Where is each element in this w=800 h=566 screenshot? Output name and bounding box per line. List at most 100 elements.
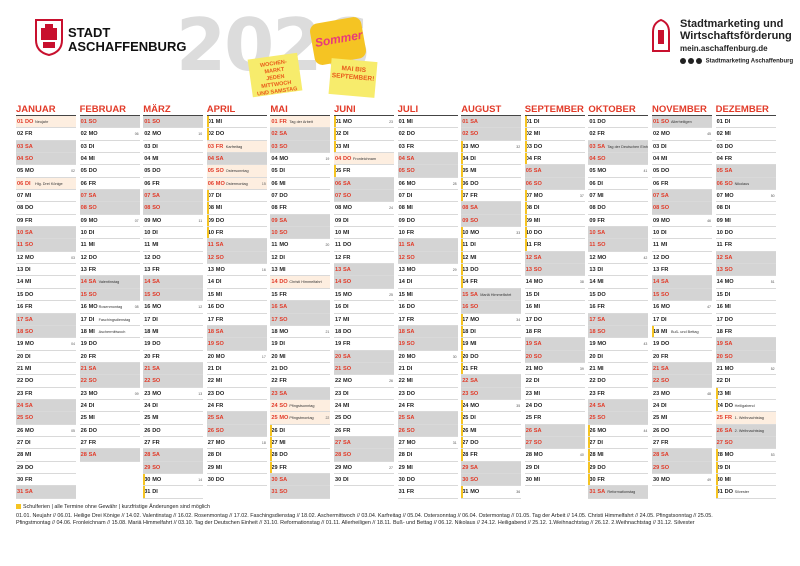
day-cell[interactable]: 31 SO [270,486,331,499]
day-cell[interactable]: 20 SO [524,350,585,363]
day-cell[interactable]: 24 FR [206,400,267,413]
day-cell[interactable]: 08 SO [652,202,712,215]
day-cell[interactable]: 18 SA [206,325,267,339]
day-cell[interactable]: 23 MI [524,388,585,400]
day-cell[interactable]: 20 FR [143,351,204,363]
day-cell[interactable]: 17 FR [206,314,267,326]
day-cell[interactable]: 05 SO [397,165,458,178]
day-cell[interactable]: 27 SA [334,436,394,450]
day-cell[interactable]: 14 MO 51 [715,276,776,289]
day-cell[interactable]: 26 FR [334,425,394,437]
day-cell[interactable]: 16 MO 47 [652,301,712,314]
day-cell[interactable]: 04 FR [715,153,776,166]
day-cell[interactable]: 05 SA [524,165,585,178]
day-cell[interactable]: 10 DI [652,227,712,240]
day-cell[interactable]: 16 SO [461,301,522,314]
day-cell[interactable]: 23 MO 48 [652,388,712,400]
day-cell[interactable]: 31 SA [16,486,76,499]
day-cell[interactable]: 15 DO [16,289,76,302]
day-cell[interactable]: 21 MI [588,363,649,376]
day-cell[interactable]: 05 FR [334,165,394,178]
day-cell[interactable]: 11 DO [334,239,394,252]
day-cell[interactable]: 11 SA [397,239,458,252]
day-cell[interactable]: 24 DI [652,400,712,413]
day-cell[interactable]: 22 MO 26 [334,375,394,388]
day-cell[interactable]: 19 SA [715,338,776,351]
day-cell[interactable]: 17 DO [715,314,776,326]
day-cell[interactable]: 16 DO [206,301,267,314]
day-cell[interactable]: 09 MO 07 [79,215,140,228]
day-cell[interactable]: 29 DO [16,462,76,474]
day-cell[interactable]: 29 DO [588,461,649,474]
day-cell[interactable]: 18 MI Buß- und Bettag [652,325,712,339]
day-cell[interactable]: 07 DI [397,190,458,203]
day-cell[interactable]: 13 SO [524,264,585,277]
day-cell[interactable]: 09 MI [524,214,585,228]
day-cell[interactable]: 17 MO 34 [461,313,522,326]
day-cell[interactable]: 30 FR [588,473,649,487]
day-cell[interactable]: 17 SO [270,313,331,326]
day-cell[interactable]: 28 DO [270,449,331,462]
day-cell[interactable]: 02 FR [588,128,649,141]
day-cell[interactable]: 13 MO 16 [206,264,267,277]
day-cell[interactable]: 16 MO 12 [143,301,204,314]
day-cell[interactable]: 22 MI [397,375,458,388]
day-cell[interactable]: 08 SO [79,202,140,215]
day-cell[interactable]: 27 SO [715,436,776,450]
day-cell[interactable]: 07 SA [652,190,712,203]
day-cell[interactable]: 20 MO 17 [206,351,267,363]
day-cell[interactable]: 29 DI [715,461,776,474]
day-cell[interactable]: 04 FR [524,153,585,166]
day-cell[interactable]: 03 MI [334,140,394,154]
day-cell[interactable]: 31 FR [397,486,458,499]
day-cell[interactable]: 17 DO [524,314,585,326]
day-cell[interactable]: 03 DO [524,140,585,154]
day-cell[interactable]: 11 SO [16,239,76,252]
day-cell[interactable]: 15 SO [143,288,204,302]
day-cell[interactable]: 30 MI [715,473,776,487]
day-cell[interactable]: 22 SA [461,375,522,388]
day-cell[interactable]: 19 DO [143,338,204,351]
day-cell[interactable]: 25 MOPfingstmontag 22 [270,412,331,425]
day-cell[interactable]: 28 MO 53 [715,449,776,462]
day-cell[interactable]: 21 MO 39 [524,363,585,376]
day-cell[interactable]: 01 MI [397,116,458,129]
day-cell[interactable]: 03 FR Karfreitag [206,140,267,154]
day-cell[interactable]: 26 DO [652,425,712,437]
day-cell[interactable]: 17 DI [652,314,712,326]
day-cell[interactable]: 27 SO [524,436,585,450]
day-cell[interactable]: 10 SA [588,227,649,240]
day-cell[interactable]: 10 DI [79,227,140,240]
day-cell[interactable]: 04 SO [16,153,76,166]
day-cell[interactable]: 19 DI [270,338,331,351]
day-cell[interactable]: 29 DI [524,462,585,474]
day-cell[interactable]: 24 MI [334,400,394,413]
day-cell[interactable]: 10 MI [334,227,394,240]
day-cell[interactable]: 25 MI [143,412,204,425]
day-cell[interactable]: 14 MO 38 [524,276,585,289]
day-cell[interactable]: 07 DI [206,190,267,203]
day-cell[interactable]: 29 MI [206,462,267,474]
day-cell[interactable]: 04 SO [588,153,649,166]
day-cell[interactable]: 19 SO [397,338,458,351]
day-cell[interactable]: 02 MO 06 [79,128,140,141]
day-cell[interactable]: 04 MO 19 [270,153,331,166]
day-cell[interactable]: 12 SA [715,251,776,265]
day-cell[interactable]: 26 SA [524,424,585,437]
day-cell[interactable]: 08 DO [588,202,649,215]
day-cell[interactable]: 23 DI [334,388,394,400]
day-cell[interactable]: 20 DI [588,351,649,363]
day-cell[interactable]: 31 MO 36 [461,486,522,499]
day-cell[interactable]: 23 FR [588,388,649,400]
day-cell[interactable]: 26 SA 2. Weihnachtstag [715,424,776,437]
day-cell[interactable]: 27 DI [588,436,649,450]
day-cell[interactable]: 20 FR [79,351,140,363]
day-cell[interactable]: 13 SA [334,264,394,277]
day-cell[interactable]: 23 MI [715,387,776,400]
day-cell[interactable]: 16 MORosenmontag 08 [79,301,140,314]
day-cell[interactable]: 05 DO [143,165,204,178]
day-cell[interactable]: 20 DI [16,351,76,363]
day-cell[interactable]: 20 MI [270,351,331,363]
day-cell[interactable]: 15 MI [206,289,267,302]
day-cell[interactable]: 22 MI [206,375,267,388]
